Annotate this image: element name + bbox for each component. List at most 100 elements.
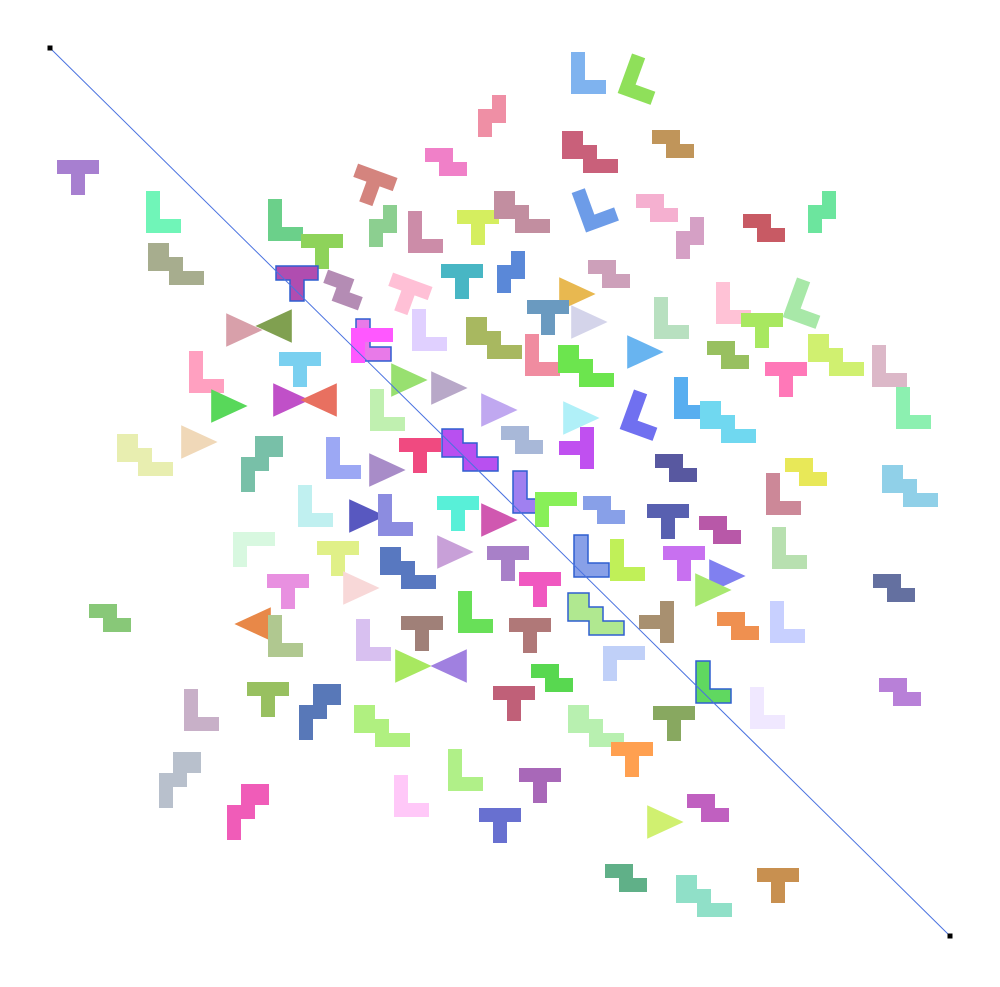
puzzle-piece[interactable] [279, 352, 321, 387]
puzzle-piece[interactable] [57, 160, 99, 195]
puzzle-piece[interactable] [268, 199, 303, 241]
cut-line-start-handle[interactable] [47, 45, 53, 51]
puzzle-piece[interactable] [317, 541, 359, 576]
puzzle-piece[interactable] [346, 163, 398, 211]
puzzle-piece[interactable] [184, 689, 219, 731]
puzzle-piece[interactable] [882, 465, 938, 507]
puzzle-piece[interactable] [687, 794, 729, 822]
triangle-piece[interactable] [255, 309, 292, 343]
puzzle-piece[interactable] [354, 705, 410, 747]
puzzle-piece[interactable] [370, 389, 405, 431]
triangle-piece[interactable] [437, 535, 474, 569]
puzzle-piece[interactable] [275, 265, 319, 302]
puzzle-piece[interactable] [394, 775, 429, 817]
puzzle-piece[interactable] [412, 309, 447, 351]
triangle-piece[interactable] [181, 425, 218, 459]
puzzle-piece[interactable] [301, 234, 343, 269]
puzzle-piece[interactable] [381, 272, 433, 320]
puzzle-piece[interactable] [717, 612, 759, 640]
puzzle-piece[interactable] [766, 473, 801, 515]
triangle-piece[interactable] [647, 805, 684, 839]
triangle-piece[interactable] [273, 383, 310, 417]
puzzle-piece[interactable] [448, 749, 483, 791]
puzzle-piece[interactable] [268, 615, 303, 657]
puzzle-piece[interactable] [699, 516, 741, 544]
puzzle-piece[interactable] [425, 148, 467, 176]
puzzle-piece[interactable] [676, 875, 732, 917]
triangle-piece[interactable] [234, 607, 271, 641]
puzzle-piece[interactable] [497, 251, 525, 293]
puzzle-piece[interactable] [401, 616, 443, 651]
puzzle-piece[interactable] [535, 492, 577, 527]
puzzle-piece[interactable] [872, 345, 907, 387]
puzzle-piece[interactable] [493, 686, 535, 721]
puzzle-piece[interactable] [559, 427, 594, 469]
puzzle-piece[interactable] [318, 269, 367, 311]
puzzle-piece[interactable] [568, 705, 624, 747]
puzzle-piece[interactable] [770, 601, 805, 643]
triangle-piece[interactable] [300, 383, 337, 417]
triangle-piece[interactable] [391, 363, 428, 397]
cut-line-end-handle[interactable] [947, 933, 953, 939]
puzzle-piece[interactable] [519, 768, 561, 803]
cut-line[interactable] [49, 47, 951, 937]
triangle-piece[interactable] [627, 335, 664, 369]
puzzle-piece[interactable] [351, 328, 393, 363]
puzzle-piece[interactable] [487, 546, 529, 581]
puzzle-piece[interactable] [896, 387, 931, 429]
triangle-piece[interactable] [481, 503, 518, 537]
puzzle-piece[interactable] [617, 53, 665, 105]
puzzle-piece[interactable] [808, 191, 836, 233]
puzzle-piece[interactable] [457, 210, 499, 245]
puzzle-piece[interactable] [636, 194, 678, 222]
puzzle-piece[interactable] [117, 434, 173, 476]
puzzle-piece[interactable] [663, 546, 705, 581]
puzzle-piece[interactable] [652, 130, 694, 158]
triangle-piece[interactable] [695, 573, 732, 607]
puzzle-piece[interactable] [527, 300, 569, 335]
puzzle-piece[interactable] [741, 313, 783, 348]
puzzle-piece[interactable] [785, 458, 827, 486]
puzzle-piece[interactable] [525, 334, 560, 376]
puzzle-piece[interactable] [478, 95, 506, 137]
puzzle-piece[interactable] [299, 684, 341, 740]
triangle-piece[interactable] [430, 649, 467, 683]
puzzle-piece[interactable] [494, 191, 550, 233]
puzzle-piece[interactable] [509, 618, 551, 653]
puzzle-piece[interactable] [757, 868, 799, 903]
puzzle-piece[interactable] [267, 574, 309, 609]
puzzle-piece[interactable] [441, 264, 483, 299]
puzzle-piece[interactable] [707, 341, 749, 369]
puzzle-piece[interactable] [441, 428, 499, 472]
puzzle-piece[interactable] [873, 574, 915, 602]
puzzle-piece[interactable] [466, 317, 522, 359]
puzzle-piece[interactable] [148, 243, 204, 285]
puzzle-piece[interactable] [879, 678, 921, 706]
puzzle-piece[interactable] [611, 742, 653, 777]
puzzle-piece[interactable] [369, 205, 397, 247]
puzzle-piece[interactable] [233, 532, 275, 567]
puzzle-piece[interactable] [653, 706, 695, 741]
puzzle-piece[interactable] [519, 572, 561, 607]
puzzle-piece[interactable] [399, 438, 441, 473]
puzzle-piece[interactable] [558, 345, 614, 387]
puzzle-piece[interactable] [605, 864, 647, 892]
triangle-piece[interactable] [369, 453, 406, 487]
puzzle-piece[interactable] [356, 619, 391, 661]
puzzle-piece[interactable] [782, 277, 830, 329]
puzzle-piece[interactable] [458, 591, 493, 633]
puzzle-piece[interactable] [408, 211, 443, 253]
puzzle-piece[interactable] [380, 547, 436, 589]
puzzle-piece[interactable] [298, 485, 333, 527]
puzzle-piece[interactable] [743, 214, 785, 242]
puzzle-piece[interactable] [247, 682, 289, 717]
triangle-piece[interactable] [349, 499, 386, 533]
triangle-piece[interactable] [431, 371, 468, 405]
triangle-piece[interactable] [481, 393, 518, 427]
puzzle-piece[interactable] [189, 351, 224, 393]
puzzle-piece[interactable] [241, 436, 283, 492]
puzzle-piece[interactable] [588, 260, 630, 288]
puzzle-piece[interactable] [89, 604, 131, 632]
puzzle-piece[interactable] [765, 362, 807, 397]
